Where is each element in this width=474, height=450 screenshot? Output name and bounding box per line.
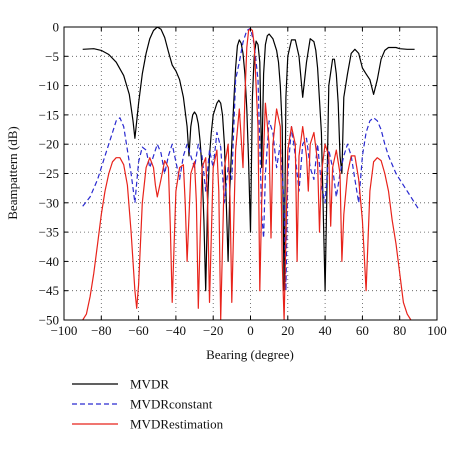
- x-tick-label: −60: [128, 323, 148, 338]
- x-tick-label: 60: [356, 323, 369, 338]
- x-tick-label: −80: [91, 323, 111, 338]
- x-tick-label: 0: [247, 323, 254, 338]
- y-tick-label: −45: [39, 283, 59, 298]
- x-tick-label: −40: [166, 323, 186, 338]
- y-tick-label: −10: [39, 78, 59, 93]
- y-tick-label: −50: [39, 313, 59, 328]
- x-axis-label: Bearing (degree): [206, 347, 294, 362]
- legend-label-mvdrconstant: MVDRconstant: [130, 397, 213, 412]
- x-tick-label: 40: [319, 323, 332, 338]
- series-lines: [82, 27, 419, 320]
- y-tick-label: −25: [39, 166, 59, 181]
- x-tick-label: −20: [203, 323, 223, 338]
- y-tick-label: −35: [39, 225, 59, 240]
- legend-label-mvdrestimation: MVDRestimation: [130, 417, 224, 432]
- x-tick-label: 20: [281, 323, 294, 338]
- y-tick-label: −15: [39, 107, 59, 122]
- legend: MVDR MVDRconstant MVDRestimation: [72, 377, 224, 432]
- y-tick-label: −30: [39, 195, 59, 210]
- x-tick-label: −100: [51, 323, 78, 338]
- series-line-mvdrestimation: [82, 28, 412, 320]
- series-line-mvdr: [82, 27, 415, 292]
- x-tick-label: 80: [393, 323, 406, 338]
- legend-label-mvdr: MVDR: [130, 377, 169, 392]
- x-tick-label: 100: [427, 323, 447, 338]
- y-tick-label: −5: [45, 49, 59, 64]
- axis-ticks: −100 −80 −60 −40 −20 0 20 40 60 80 100 0 −5 −10 −15 −20…: [39, 20, 447, 339]
- y-tick-label: 0: [53, 20, 60, 35]
- y-axis-label: Beampattern (dB): [5, 126, 20, 220]
- y-tick-label: −20: [39, 137, 59, 152]
- y-tick-label: −40: [39, 254, 59, 269]
